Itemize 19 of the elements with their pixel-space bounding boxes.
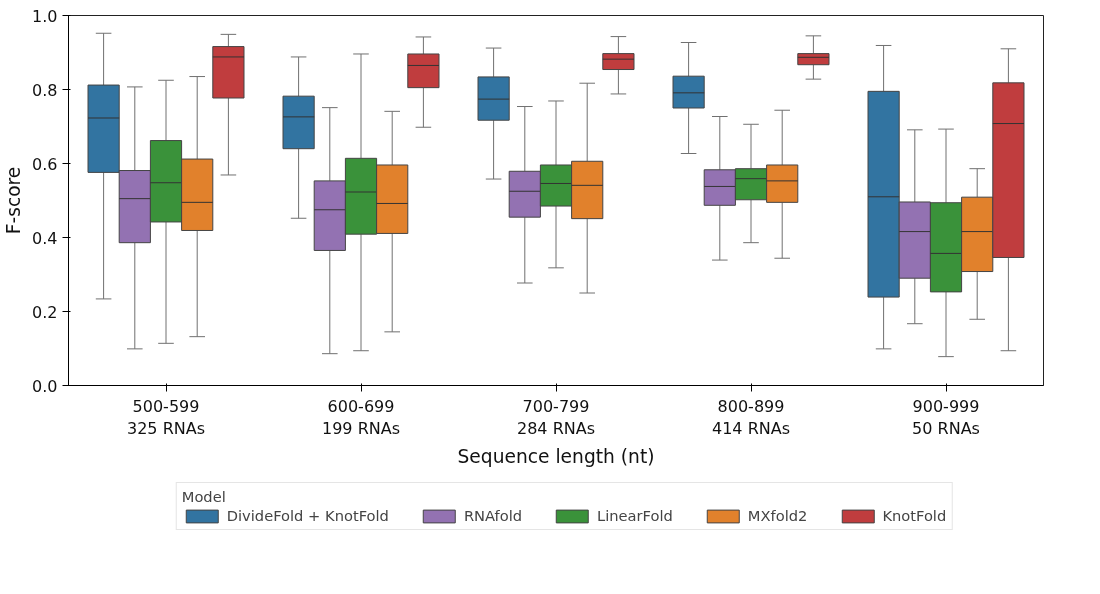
y-tick-label: 0.8 xyxy=(32,80,58,100)
y-tick-label: 0.4 xyxy=(32,228,58,248)
x-tick-label: 800-899 414 RNAs xyxy=(712,396,790,439)
x-axis-title: Sequence length (nt) xyxy=(457,446,655,468)
legend-label: RNAfold xyxy=(463,507,523,524)
x-tick-label: 700-799 284 RNAs xyxy=(517,396,595,439)
x-tick-label: 600-699 199 RNAs xyxy=(322,396,400,439)
y-axis-title: F-score xyxy=(3,166,25,235)
y-tick-label: 0.2 xyxy=(32,302,58,322)
y-tick-label: 1.0 xyxy=(32,6,58,26)
x-tick-label: 900-999 50 RNAs xyxy=(912,396,980,439)
legend-label: DivideFold + KnotFold xyxy=(226,507,389,524)
legend-label: KnotFold xyxy=(882,507,947,524)
x-tick-label: 500-599 325 RNAs xyxy=(127,396,205,439)
legend-label: MXfold2 xyxy=(747,507,808,524)
legend-label: LinearFold xyxy=(597,507,673,524)
y-tick-label: 0.6 xyxy=(32,154,58,174)
y-tick-label: 0.0 xyxy=(32,376,58,396)
legend-title: Model xyxy=(181,488,227,505)
